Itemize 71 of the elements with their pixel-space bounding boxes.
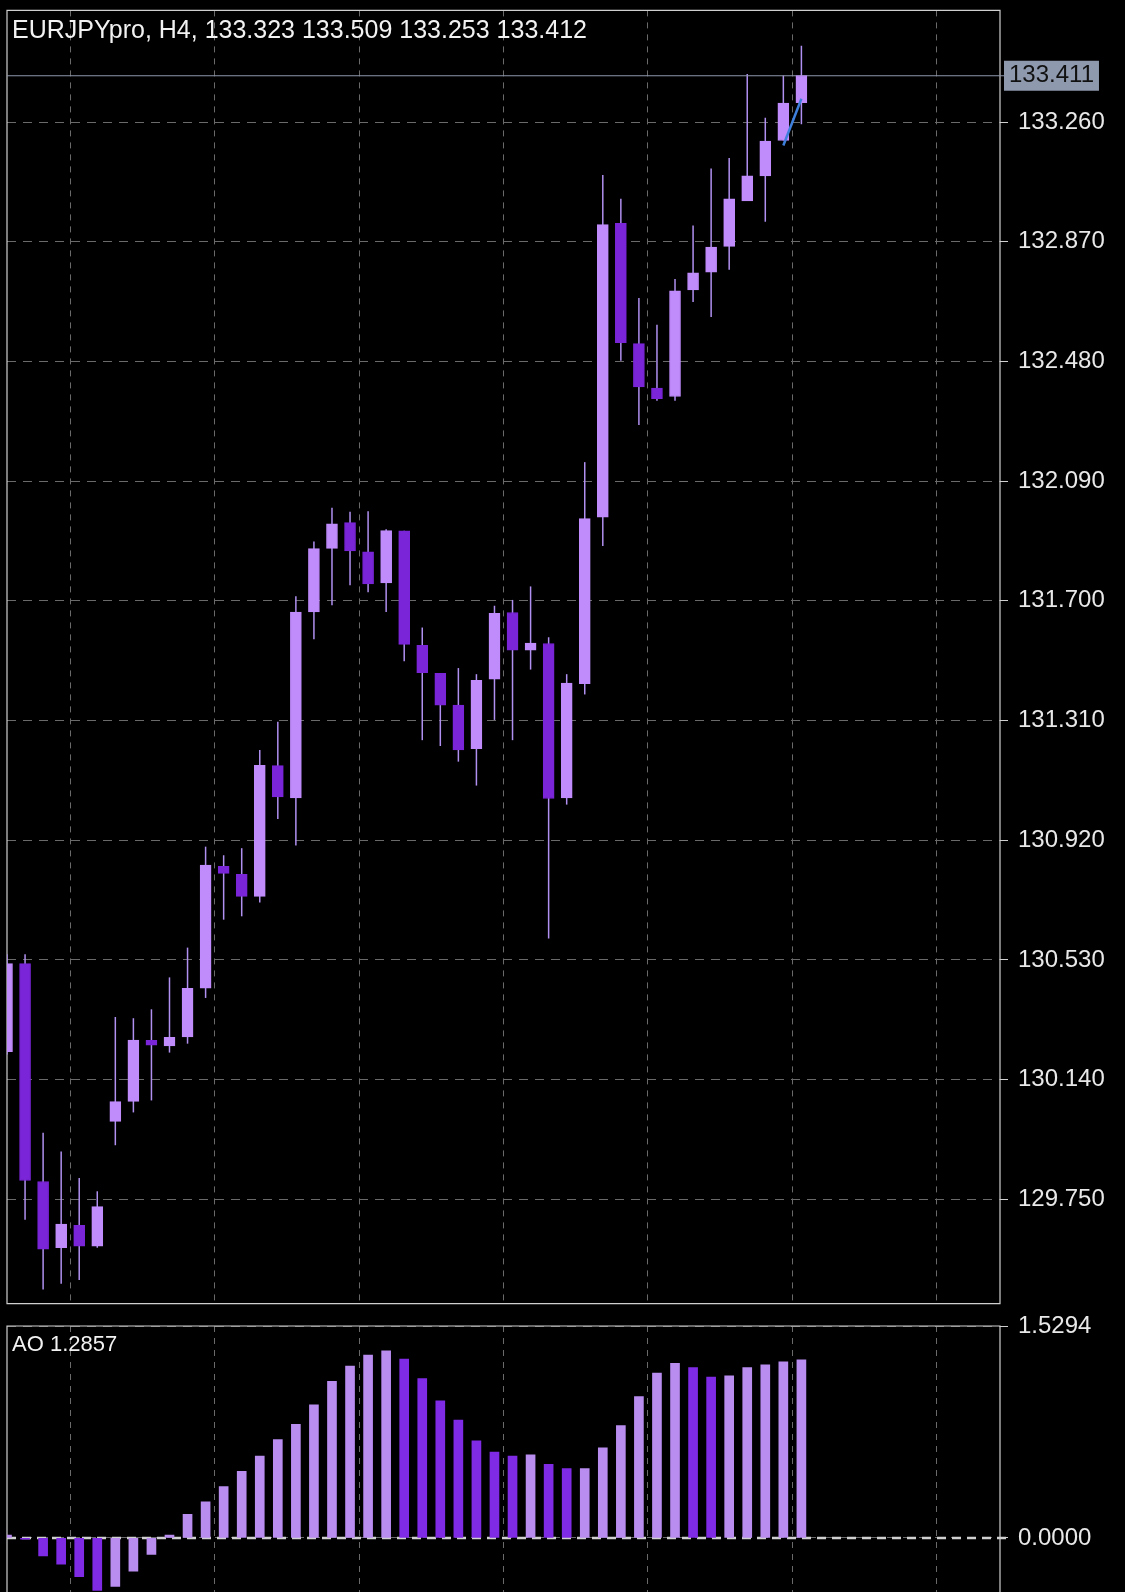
bar [182, 1514, 193, 1538]
bar [363, 1354, 373, 1538]
y-tick-label: 1.5294 [1018, 1310, 1092, 1338]
bar [760, 1364, 771, 1538]
bar [435, 1400, 446, 1538]
bar [616, 1425, 626, 1538]
bar [218, 1486, 229, 1538]
bar [272, 1439, 283, 1538]
y-tick-label: 132.870 [1018, 226, 1105, 254]
candlestick [687, 224, 699, 303]
candlestick [705, 167, 717, 318]
bar [236, 1471, 247, 1538]
candlestick [217, 854, 230, 921]
y-tick-label: 132.090 [1018, 465, 1105, 493]
bar [146, 1538, 157, 1555]
bar [724, 1375, 735, 1538]
candlestick [109, 1016, 122, 1146]
candlestick [741, 73, 754, 202]
bar [56, 1538, 66, 1565]
bar [525, 1454, 536, 1538]
y-tick-label: 132.480 [1018, 346, 1105, 374]
y-tick-label: 133.260 [1018, 106, 1105, 134]
bar [471, 1440, 482, 1538]
bar [254, 1455, 265, 1538]
bar [652, 1372, 662, 1538]
bar [38, 1538, 48, 1557]
y-tick-label: 130.140 [1018, 1064, 1105, 1092]
y-tick-label: 129.750 [1018, 1183, 1105, 1211]
bar [327, 1381, 337, 1538]
bar [74, 1538, 85, 1577]
bar [778, 1361, 789, 1538]
candlestick [163, 976, 176, 1054]
y-tick-label: 0.0000 [1018, 1522, 1092, 1550]
bar [164, 1534, 175, 1538]
bar [579, 1468, 590, 1538]
bar [597, 1447, 608, 1538]
chart-title: AO 1.2857 [12, 1331, 118, 1357]
bar [399, 1358, 410, 1538]
bar [742, 1367, 753, 1538]
bar [92, 1538, 103, 1591]
bar [634, 1396, 644, 1538]
bar [489, 1451, 500, 1538]
y-tick-label: 131.310 [1018, 705, 1105, 733]
candlestick [326, 507, 338, 606]
y-tick-label: 130.920 [1018, 824, 1105, 852]
candlestick [73, 1177, 86, 1281]
bar [561, 1468, 572, 1538]
bar [688, 1367, 698, 1538]
candlestick [651, 323, 663, 402]
ref-line-label: 133.411 [1009, 60, 1094, 88]
bar [309, 1404, 319, 1538]
bar [291, 1423, 301, 1538]
bar [200, 1501, 211, 1538]
bar [796, 1359, 807, 1538]
bar [417, 1378, 428, 1538]
bar [128, 1538, 139, 1572]
candlestick [55, 1150, 67, 1285]
bar [706, 1376, 716, 1538]
candlestick [145, 1008, 158, 1102]
bar [507, 1455, 518, 1538]
chart-title: EURJPYpro, H4, 133.323 133.509 133.253 133.412 [12, 14, 587, 43]
bar [453, 1419, 464, 1538]
bar [543, 1464, 554, 1538]
y-tick-label: 131.700 [1018, 585, 1105, 613]
bar [110, 1538, 121, 1587]
y-tick-label: 130.530 [1018, 944, 1105, 972]
bar [381, 1350, 391, 1538]
candlestick [524, 585, 537, 671]
bar [670, 1362, 680, 1538]
bar [345, 1365, 355, 1538]
candlestick [235, 847, 248, 918]
